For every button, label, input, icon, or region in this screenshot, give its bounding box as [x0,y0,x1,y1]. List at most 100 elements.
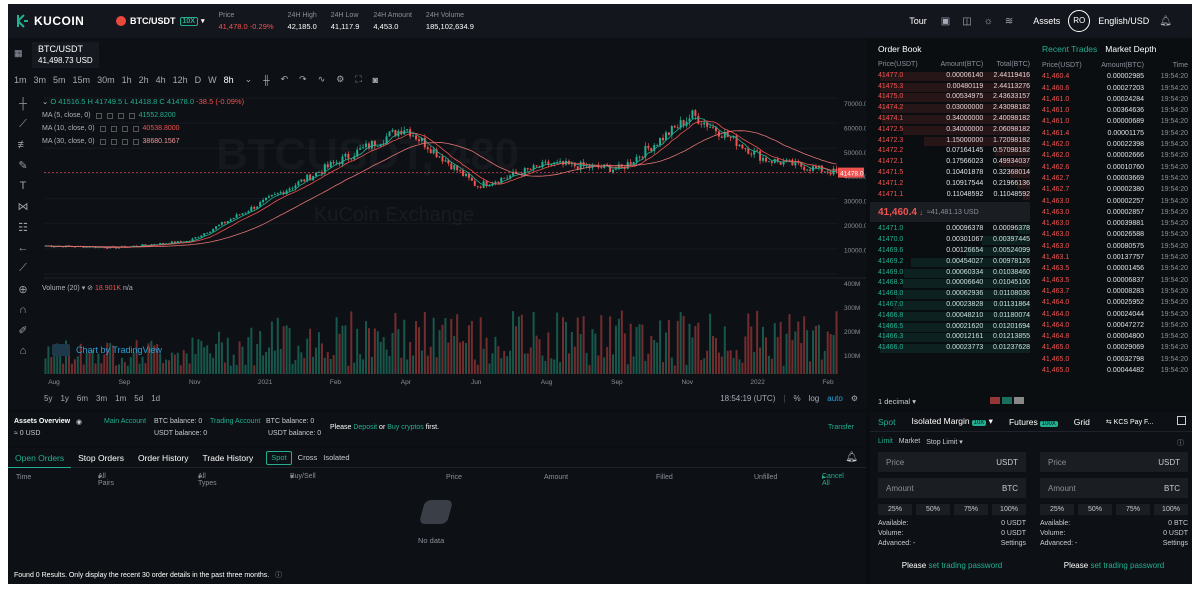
avatar[interactable]: RO [1068,10,1091,32]
tab-grid[interactable]: Grid [1073,416,1090,427]
lock-icon[interactable]: ⌂ [19,345,27,357]
buy-pct-50[interactable]: 50% [916,504,950,515]
order-type-stop-limit[interactable]: Stop Limit ▾ [926,439,963,446]
filter-spot[interactable]: Spot [266,450,292,465]
buy-pct-25[interactable]: 25% [878,504,912,515]
percent-toggle[interactable]: % [793,394,801,403]
order-type-market[interactable]: Market [898,438,921,445]
tour-link[interactable]: Tour [909,16,927,26]
ask-row[interactable]: 41472.1 0.17566023 0.49934037 [870,157,1030,168]
filter-cross[interactable]: Cross [297,453,318,462]
buy-cryptos-link[interactable]: Buy cryptos [387,424,424,431]
tab-spot[interactable]: Spot [878,416,896,427]
range-5y[interactable]: 5y [44,394,53,403]
interval-D[interactable]: D [194,74,202,85]
crosshair-icon[interactable]: ┼ [19,98,27,110]
range-1y[interactable]: 1y [60,394,69,403]
interval-8h[interactable]: 8h [223,74,234,85]
screenshot-icon[interactable]: ◙ [372,74,379,85]
pencil-lock-icon[interactable]: ✐ [18,325,28,337]
tab-trade-history[interactable]: Trade History [202,452,254,463]
bid-row[interactable]: 41471.0 0.00096378 0.00096378 [870,224,1030,235]
ask-row[interactable]: 41472.5 0.34000000 2.06098182 [870,125,1030,136]
ask-row[interactable]: 41471.5 0.10401878 0.32368014 [870,168,1030,179]
main-account-link[interactable]: Main Account [104,418,147,425]
range-3m[interactable]: 3m [96,394,108,403]
price-chart[interactable]: 70000.0 60000.0 50000.0 40000.0 30000.0 20000… [8,38,866,410]
locale-selector[interactable]: English/USD [1098,16,1150,26]
expand-icon[interactable] [1177,416,1186,425]
zoom-icon[interactable]: ⊕ [18,284,28,296]
info-icon[interactable]: ⓘ [275,572,283,579]
interval-15m[interactable]: 15m [72,74,91,85]
sell-settings-link[interactable]: Settings [1162,540,1188,547]
sell-amount-input[interactable]: Amount BTC [1040,478,1188,498]
buy-pct-75[interactable]: 75% [954,504,988,515]
ask-row[interactable]: 41472.2 0.07164145 0.57098182 [870,146,1030,157]
col-buy-sell[interactable]: Buy/Sell ▾ [290,473,316,481]
sidebar-toggle-icon[interactable]: ▦ [14,48,23,58]
chat-icon[interactable]: ◫ [962,15,972,27]
fib-icon[interactable]: ≢ [17,139,29,151]
log-toggle[interactable]: log [808,394,820,403]
range-1d[interactable]: 1d [151,394,161,403]
bid-row[interactable]: 41469.2 0.00454027 0.00978126 [870,257,1030,268]
indicators-icon[interactable]: ∿ [317,74,326,84]
text-icon[interactable]: T [19,180,27,192]
ask-row[interactable]: 41475.3 0.00480119 2.44113276 [870,82,1030,93]
ma-legend-10[interactable]: MA (10, close, 0) 40538.8000 [42,125,180,132]
redo-icon[interactable]: ↷ [299,74,307,84]
ma-legend-30[interactable]: MA (30, close, 0) 38680.1567 [42,138,180,145]
decimal-selector[interactable]: 1 decimal ▾ [878,397,916,406]
filter-isolated[interactable]: Isolated [323,453,350,462]
assets-link[interactable]: Assets [1033,16,1061,26]
ask-row[interactable]: 41474.1 0.34000000 2.40098182 [870,114,1030,125]
buy-pct-100[interactable]: 100% [992,504,1026,515]
col-all-types[interactable]: All Types ▾ [198,473,217,487]
ob-view-toggles[interactable] [989,397,1024,406]
cancel-all-button[interactable]: Cancel All ▸ [822,473,844,487]
tradingview-brand[interactable]: Chart by TradingView [52,344,162,356]
interval-12h[interactable]: 12h [172,74,188,85]
bid-row[interactable]: 41469.6 0.00126654 0.00524099 [870,246,1030,257]
buy-set-password-link[interactable]: set trading password [928,561,1003,570]
bid-row[interactable]: 41466.3 0.00012161 0.01213855 [870,332,1030,343]
chart-settings-icon[interactable]: ⚙ [336,74,345,84]
auto-toggle[interactable]: auto [827,394,843,403]
ask-row[interactable]: 41472.3 1.15000000 1.72098182 [870,136,1030,147]
transfer-link[interactable]: Transfer [828,424,854,431]
sell-advanced-label[interactable]: Advanced: - [1040,540,1078,547]
chart-canvas[interactable]: 70000.0 60000.0 50000.0 40000.0 30000.0 20000… [8,38,866,410]
volume-legend[interactable]: Volume (20) ▾ ⊘ 18.901K n/a [42,285,133,292]
buy-advanced-label[interactable]: Advanced: - [878,540,916,547]
magnet-icon[interactable]: ∩ [19,304,27,316]
candle-type-icon[interactable]: ╫ [263,74,270,85]
sell-pct-100[interactable]: 100% [1154,504,1188,515]
sell-pct-50[interactable]: 50% [1078,504,1112,515]
interval-30m[interactable]: 30m [97,74,115,85]
tab-kcs-pay[interactable]: ⇆ KCS Pay F... [1105,418,1154,426]
pair-selector[interactable]: BTC/USDT 10X ▾ [116,16,204,26]
deposit-link[interactable]: Deposit [353,424,378,431]
sell-pct-25[interactable]: 25% [1040,504,1074,515]
tab-isolated-margin[interactable]: Isolated Margin 10X ▾ [911,416,993,426]
chevron-down-icon[interactable]: ⌄ [244,74,253,84]
tab-stop-orders[interactable]: Stop Orders [78,452,124,463]
tab-open-orders[interactable]: Open Orders [8,448,72,468]
bell-icon[interactable]: 🔔︎ [845,452,858,463]
eye-icon[interactable]: ◉ [76,419,83,426]
ma-legend-5[interactable]: MA (5, close, 0) 41552.8200 [42,112,176,119]
ask-row[interactable]: 41471.1 0.11048592 0.11048592 [870,190,1030,201]
interval-4h[interactable]: 4h [155,74,166,85]
tab-recent-trades[interactable]: Recent Trades [1042,44,1098,54]
bell-icon[interactable]: 🔔︎ [1159,15,1172,27]
trading-account-link[interactable]: Trading Account [210,418,261,425]
ask-row[interactable]: 41474.2 0.03000000 2.43098182 [870,103,1030,114]
bid-row[interactable]: 41466.5 0.00021620 0.01201694 [870,322,1030,333]
chart-settings-icon[interactable]: ⚙ [850,394,858,403]
orders-icon[interactable]: ▣ [940,15,951,27]
theme-sun-icon[interactable]: ☼ [983,15,993,27]
ask-row[interactable]: 41471.2 0.10917544 0.21966136 [870,179,1030,190]
buy-amount-input[interactable]: Amount BTC [878,478,1026,498]
bid-row[interactable]: 41468.3 0.00006640 0.01045100 [870,278,1030,289]
